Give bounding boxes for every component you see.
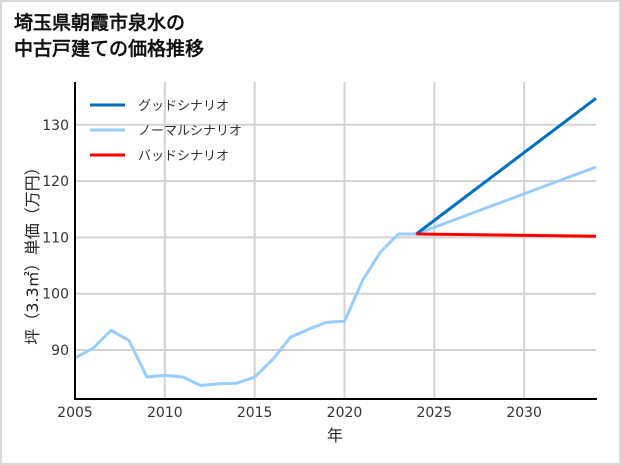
chart-title: 埼玉県朝霞市泉水の 中古戸建ての価格推移 (14, 10, 204, 62)
x-tick-label: 2030 (506, 405, 542, 421)
x-tick-label: 2005 (57, 405, 93, 421)
chart-title-line-1: 埼玉県朝霞市泉水の (14, 12, 186, 34)
legend-label-2: バッドシナリオ (138, 149, 229, 164)
y-tick-labels: 90 100 110 120 130 (42, 118, 69, 359)
y-tick-label: 130 (42, 118, 69, 134)
gridlines (74, 82, 596, 399)
axes (74, 82, 597, 400)
x-axis-label: 年 (327, 426, 343, 445)
x-tick-label: 2025 (416, 405, 452, 421)
y-tick-label: 110 (42, 230, 69, 246)
x-tick-label: 2015 (237, 405, 273, 421)
legend-label-0: グッドシナリオ (138, 99, 229, 114)
legend-label-1: ノーマルシナリオ (138, 124, 242, 139)
y-tick-label: 120 (42, 174, 69, 190)
x-tick-label: 2020 (327, 405, 363, 421)
x-tick-label: 2010 (147, 405, 183, 421)
series-line-2 (416, 232, 597, 238)
y-tick-label: 90 (51, 343, 69, 359)
series-line-1 (74, 165, 597, 387)
x-tick-labels: 2005 2010 2015 2020 2025 2030 (57, 405, 542, 421)
y-axis-label: 坪（3.3㎡）単価（万円） (23, 159, 42, 344)
y-tick-label: 100 (42, 287, 69, 303)
series-lines (74, 97, 597, 387)
series-line-0 (415, 97, 597, 236)
chart-title-line-2: 中古戸建ての価格推移 (14, 38, 205, 60)
